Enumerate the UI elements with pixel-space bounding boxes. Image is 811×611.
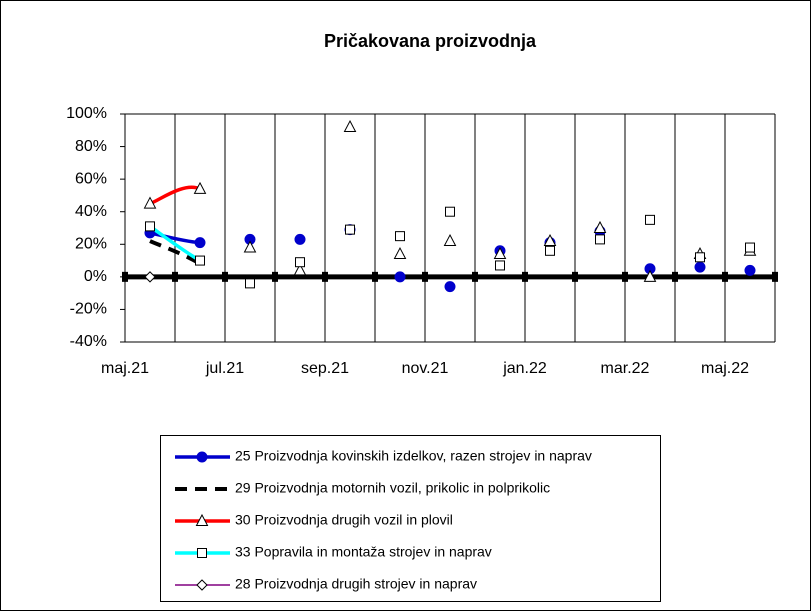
marker — [495, 260, 505, 271]
marker — [196, 451, 208, 463]
chart-title: Pričakovana proizvodnja — [324, 31, 537, 51]
x-tick — [772, 271, 778, 282]
x-tick — [322, 271, 328, 282]
x-tick — [472, 271, 478, 282]
y-tick-label: 20% — [75, 236, 107, 253]
marker — [197, 548, 207, 558]
marker — [593, 220, 607, 233]
marker — [393, 246, 407, 260]
marker — [245, 278, 255, 289]
marker — [195, 255, 205, 266]
y-tick-label: -40% — [70, 333, 107, 350]
x-tick — [672, 271, 678, 282]
marker — [643, 269, 657, 282]
y-tick-label: 40% — [75, 203, 107, 220]
marker — [444, 281, 456, 293]
marker — [193, 181, 207, 194]
legend-label: 30 Proizvodnja drugih vozil in plovil — [235, 512, 453, 528]
x-tick — [372, 271, 378, 282]
x-tick — [122, 271, 128, 282]
x-tick-label: jan.22 — [502, 360, 547, 377]
marker — [443, 233, 457, 247]
marker — [394, 271, 406, 283]
legend-label: 29 Proizvodnja motornih vozil, prikolic … — [235, 480, 550, 496]
y-tick-label: 60% — [75, 170, 107, 187]
x-tick — [272, 271, 278, 282]
marker — [645, 214, 655, 225]
marker — [195, 513, 209, 526]
marker — [395, 231, 405, 242]
marker — [144, 271, 156, 283]
x-tick-label: nov.21 — [402, 360, 449, 377]
legend-label: 25 Proizvodnja kovinskih izdelkov, razen… — [235, 448, 592, 464]
marker — [595, 234, 605, 245]
marker — [695, 252, 705, 263]
legend-label: 28 Proizvodnja drugih strojev in naprav — [235, 576, 477, 592]
marker — [293, 263, 307, 276]
y-tick-label: 100% — [66, 105, 107, 122]
x-tick — [722, 271, 728, 282]
x-tick-label: sep.21 — [301, 360, 349, 377]
x-tick — [522, 271, 528, 282]
x-tick — [622, 271, 628, 282]
marker — [445, 206, 455, 217]
marker — [343, 119, 357, 133]
marker — [295, 257, 305, 268]
x-tick — [172, 271, 178, 282]
marker — [744, 264, 756, 276]
x-tick-label: maj.22 — [701, 360, 749, 377]
legend-box — [160, 435, 661, 602]
marker — [143, 196, 157, 209]
y-tick-label: -20% — [70, 301, 107, 318]
marker — [493, 246, 507, 260]
legend-label: 33 Popravila in montaža strojev in napra… — [235, 544, 492, 560]
marker — [543, 233, 557, 247]
marker — [196, 579, 208, 591]
marker — [694, 261, 706, 273]
x-tick-label: maj.21 — [101, 360, 149, 377]
marker — [345, 224, 355, 235]
x-tick — [572, 271, 578, 282]
y-tick-label: 80% — [75, 138, 107, 155]
marker — [145, 221, 155, 232]
marker — [194, 237, 206, 249]
x-tick-label: mar.22 — [601, 360, 650, 377]
marker — [745, 242, 755, 253]
marker — [545, 245, 555, 256]
x-tick — [222, 271, 228, 282]
x-tick — [422, 271, 428, 282]
x-tick-label: jul.21 — [205, 360, 244, 377]
marker — [243, 240, 257, 253]
marker — [294, 233, 306, 245]
y-tick-label: 0% — [84, 268, 107, 285]
